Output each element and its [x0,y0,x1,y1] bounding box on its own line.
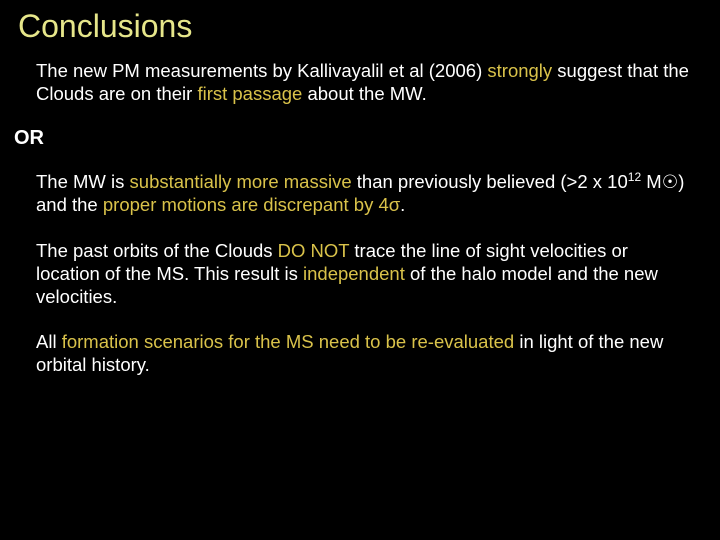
p2-exponent: 12 [628,170,641,184]
p1-text: The new PM measurements by Kallivayalil … [36,60,487,81]
p2-massive: substantially more massive [130,171,352,192]
p1-first-passage: first passage [197,83,302,104]
paragraph-2: The MW is substantially more massive tha… [14,170,706,216]
p2-text2: than previously believed (>2 x 10 [352,171,628,192]
p3-text: The past orbits of the Clouds [36,240,278,261]
p4-reeval: formation scenarios for the MS need to b… [62,331,514,352]
p2-pm-discrepant: proper motions are discrepant by 4σ [103,194,400,215]
p2-text: The MW is [36,171,130,192]
paragraph-4: All formation scenarios for the MS need … [14,330,706,376]
sun-icon: ☉ [662,171,679,192]
slide-title: Conclusions [14,8,706,45]
p1-strongly: strongly [487,60,552,81]
p2-text4: . [400,194,405,215]
or-separator: OR [14,127,706,150]
paragraph-1: The new PM measurements by Kallivayalil … [14,59,706,105]
p3-independent: independent [303,263,405,284]
p4-text: All [36,331,62,352]
p2-mass-M: M [641,171,662,192]
paragraph-3: The past orbits of the Clouds DO NOT tra… [14,239,706,308]
p3-donot: DO NOT [278,240,350,261]
slide-conclusions: Conclusions The new PM measurements by K… [0,0,720,540]
p1-text3: about the MW. [302,83,426,104]
